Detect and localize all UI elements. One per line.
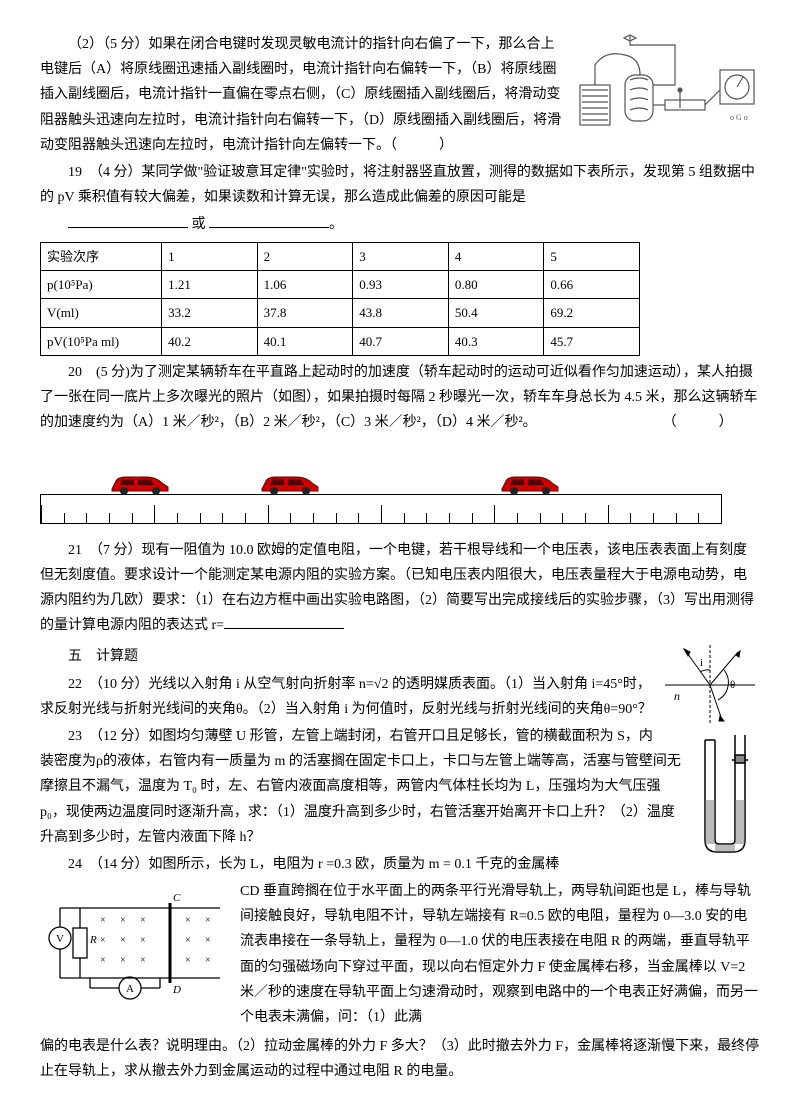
blank-r-expression	[224, 614, 344, 629]
blank-reason-1	[68, 213, 188, 228]
svg-text:×: ×	[120, 915, 126, 926]
svg-text:×: ×	[205, 955, 211, 966]
svg-text:×: ×	[140, 935, 146, 946]
svg-text:×: ×	[120, 955, 126, 966]
question-22: 22 （10 分）光线以入射角 i 从空气射向折射率 n=√2 的透明媒质表面。…	[40, 672, 760, 722]
svg-text:×: ×	[140, 915, 146, 926]
table-header: 实验次序	[41, 242, 162, 270]
svg-text:×: ×	[205, 935, 211, 946]
section-5-title: 五 计算题	[40, 644, 760, 669]
table-cell: 1.06	[257, 270, 353, 298]
question-19-lead: 19 （4 分）某同学做"验证玻意耳定律"实验时，将注射器竖直放置，测得的数据如…	[40, 160, 760, 210]
svg-text:×: ×	[185, 955, 191, 966]
label-i: i	[700, 657, 703, 669]
table-cell: V(ml)	[41, 299, 162, 327]
table-row: V(ml) 33.2 37.8 43.8 50.4 69.2	[41, 299, 640, 327]
question-21: 21 （7 分）现有一阻值为 10.0 欧姆的定值电阻，一个电键，若干根导线和一…	[40, 538, 760, 639]
label-A: A	[126, 983, 134, 995]
svg-text:×: ×	[185, 935, 191, 946]
table-header: 5	[544, 242, 640, 270]
question-20: 20 (5 分)为了测定某辆轿车在平直路上起动时的加速度（轿车起动时的运动可近似…	[40, 360, 760, 436]
label-V: V	[56, 933, 64, 945]
table-header: 4	[448, 242, 544, 270]
table-cell: 40.3	[448, 327, 544, 355]
label-C: C	[173, 892, 181, 904]
table-cell: 40.1	[257, 327, 353, 355]
svg-text:×: ×	[205, 915, 211, 926]
table-row: pV(10⁵Pa ml) 40.2 40.1 40.7 40.3 45.7	[41, 327, 640, 355]
car-icon	[500, 473, 560, 495]
svg-text:×: ×	[120, 935, 126, 946]
car-icon	[260, 473, 320, 495]
table-cell: 0.66	[544, 270, 640, 298]
label-theta: θ	[730, 679, 735, 691]
refraction-figure: i θ n	[660, 640, 760, 730]
table-cell: 40.7	[353, 327, 449, 355]
question-24-lead: 24 （14 分）如图所示，长为 L，电阻为 r =0.3 欧，质量为 m = …	[40, 852, 760, 877]
table-row: 实验次序 1 2 3 4 5	[41, 242, 640, 270]
ruler	[40, 494, 722, 524]
question-24-tail: 偏的电表是什么表？说明理由。（2）拉动金属棒的外力 F 多大？（3）此时撤去外力…	[40, 1034, 760, 1084]
table-cell: 0.93	[353, 270, 449, 298]
car-stroboscope-diagram	[40, 444, 720, 524]
label-R: R	[89, 934, 97, 946]
table-cell: 33.2	[162, 299, 258, 327]
or-text: 或	[192, 217, 206, 232]
svg-text:×: ×	[100, 955, 106, 966]
table-cell: 43.8	[353, 299, 449, 327]
boyle-law-table: 实验次序 1 2 3 4 5 p(10⁵Pa) 1.21 1.06 0.93 0…	[40, 242, 640, 357]
table-cell: 40.2	[162, 327, 258, 355]
table-header: 3	[353, 242, 449, 270]
svg-text:×: ×	[185, 915, 191, 926]
table-cell: pV(10⁵Pa ml)	[41, 327, 162, 355]
svg-text:o G o: o G o	[730, 113, 748, 122]
question-23: 23 （12 分）如图均匀薄壁 U 形管，左管上端封闭，右管开口且足够长，管的横…	[40, 724, 760, 850]
question-21-text: 21 （7 分）现有一阻值为 10.0 欧姆的定值电阻，一个电键，若干根导线和一…	[40, 543, 754, 634]
table-cell: 0.80	[448, 270, 544, 298]
induction-circuit-figure: o G o	[570, 30, 760, 150]
table-row: p(10⁵Pa) 1.21 1.06 0.93 0.80 0.66	[41, 270, 640, 298]
table-cell: 1.21	[162, 270, 258, 298]
blank-reason-2	[209, 213, 329, 228]
table-cell: 37.8	[257, 299, 353, 327]
table-cell: 45.7	[544, 327, 640, 355]
car-icon	[110, 473, 170, 495]
rail-circuit-figure: V A R C D × × × × × × × × × × × × × × ×	[40, 883, 230, 1003]
table-cell: 69.2	[544, 299, 640, 327]
table-cell: p(10⁵Pa)	[41, 270, 162, 298]
svg-text:×: ×	[100, 935, 106, 946]
label-n: n	[674, 689, 680, 703]
table-header: 2	[257, 242, 353, 270]
svg-text:×: ×	[140, 955, 146, 966]
u-tube-figure	[690, 730, 760, 860]
table-header: 1	[162, 242, 258, 270]
label-D: D	[172, 984, 181, 996]
svg-text:×: ×	[100, 915, 106, 926]
table-cell: 50.4	[448, 299, 544, 327]
question-19-blanks: 或 。	[40, 212, 760, 237]
